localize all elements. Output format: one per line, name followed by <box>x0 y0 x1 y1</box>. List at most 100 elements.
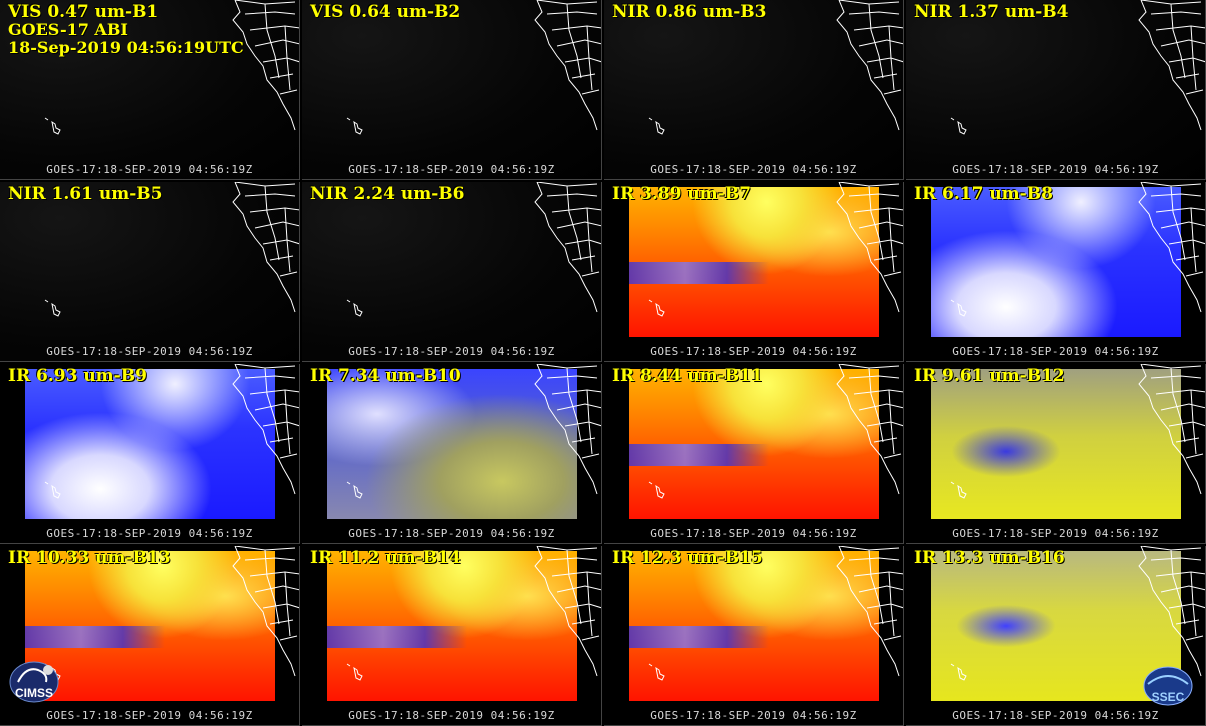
coastline-overlay <box>836 364 903 495</box>
satellite-image <box>0 0 299 179</box>
hawaii-overlay <box>648 117 665 135</box>
hawaii-overlay <box>950 117 967 135</box>
hawaii-islands <box>648 117 665 135</box>
state-borders <box>232 364 299 495</box>
satellite-image <box>931 187 1181 337</box>
band-panel: NIR 2.24 um-B6 GOES-17:18-SEP-2019 04:56:… <box>302 182 602 362</box>
hawaii-islands <box>44 481 61 499</box>
state-borders <box>1138 364 1205 495</box>
band-panel: IR 8.44 um-B11 GOES-17:18-SEP-2019 04:56:… <box>604 364 904 544</box>
hawaii-islands <box>950 663 967 681</box>
ssec-logo: SSEC <box>1142 664 1194 708</box>
satellite-image <box>327 551 577 701</box>
panel-title: IR 13.3 um-B16 <box>914 548 1065 568</box>
hawaii-overlay <box>44 299 61 317</box>
panel-title: IR 10.33 um-B13 <box>8 548 171 568</box>
state-borders <box>534 546 601 677</box>
panel-footer: GOES-17:18-SEP-2019 04:56:19Z <box>952 345 1159 358</box>
state-borders <box>232 182 299 313</box>
coastline-overlay <box>1138 0 1205 131</box>
cloud-band <box>629 626 769 648</box>
panel-footer: GOES-17:18-SEP-2019 04:56:19Z <box>46 527 253 540</box>
panel-footer: GOES-17:18-SEP-2019 04:56:19Z <box>650 527 857 540</box>
satellite-image <box>25 551 275 701</box>
panel-footer: GOES-17:18-SEP-2019 04:56:19Z <box>46 163 253 176</box>
satellite-image <box>302 182 601 361</box>
coastline-overlay <box>836 0 903 131</box>
band-panel: IR 7.34 um-B10 GOES-17:18-SEP-2019 04:56:… <box>302 364 602 544</box>
hawaii-overlay <box>648 481 665 499</box>
panel-footer: GOES-17:18-SEP-2019 04:56:19Z <box>952 163 1159 176</box>
band-panel: IR 12.3 um-B15 GOES-17:18-SEP-2019 04:56:… <box>604 546 904 726</box>
panel-footer: GOES-17:18-SEP-2019 04:56:19Z <box>46 345 253 358</box>
panel-title: NIR 1.61 um-B5 <box>8 184 163 204</box>
state-borders <box>1138 546 1205 677</box>
hawaii-islands <box>44 117 61 135</box>
panel-footer: GOES-17:18-SEP-2019 04:56:19Z <box>46 709 253 722</box>
hawaii-islands <box>346 299 363 317</box>
state-borders <box>232 546 299 677</box>
panel-footer: GOES-17:18-SEP-2019 04:56:19Z <box>952 527 1159 540</box>
panel-title: VIS 0.64 um-B2 <box>310 2 461 22</box>
satellite-image <box>327 369 577 519</box>
coastline-overlay <box>1138 182 1205 313</box>
coastline-overlay <box>232 364 299 495</box>
hawaii-overlay <box>950 663 967 681</box>
state-borders <box>534 364 601 495</box>
panel-title: IR 12.3 um-B15 <box>612 548 763 568</box>
panel-title: IR 6.17 um-B8 <box>914 184 1053 204</box>
panel-title: IR 3.89 um-B7 <box>612 184 751 204</box>
cimss-logo-graphic <box>9 661 59 703</box>
band-panel: IR 6.17 um-B8 GOES-17:18-SEP-2019 04:56:1… <box>906 182 1206 362</box>
panel-footer: GOES-17:18-SEP-2019 04:56:19Z <box>650 163 857 176</box>
satellite-image <box>629 551 879 701</box>
timestamp: 18-Sep-2019 04:56:19UTC <box>8 38 244 57</box>
satellite-image <box>604 0 903 179</box>
state-borders <box>1138 182 1205 313</box>
panel-footer: GOES-17:18-SEP-2019 04:56:19Z <box>348 709 555 722</box>
panel-title: IR 6.93 um-B9 <box>8 366 147 386</box>
panel-title: IR 7.34 um-B10 <box>310 366 461 386</box>
ssec-logo-graphic <box>1143 666 1193 706</box>
coastline-overlay <box>534 182 601 313</box>
hawaii-islands <box>950 299 967 317</box>
state-borders <box>836 546 903 677</box>
panel-footer: GOES-17:18-SEP-2019 04:56:19Z <box>650 345 857 358</box>
band-panel: VIS 0.47 um-B1 GOES-17 ABI 18-Sep-2019 04:… <box>0 0 300 180</box>
state-borders <box>836 0 903 131</box>
panel-footer: GOES-17:18-SEP-2019 04:56:19Z <box>348 163 555 176</box>
panel-title: IR 9.61 um-B12 <box>914 366 1065 386</box>
hawaii-overlay <box>648 299 665 317</box>
panel-title: IR 8.44 um-B11 <box>612 366 763 386</box>
band-panel: VIS 0.64 um-B2 GOES-17:18-SEP-2019 04:56:… <box>302 0 602 180</box>
satellite-image <box>302 0 601 179</box>
hawaii-overlay <box>346 481 363 499</box>
panel-footer: GOES-17:18-SEP-2019 04:56:19Z <box>952 709 1159 722</box>
hawaii-islands <box>648 481 665 499</box>
panel-title: IR 11.2 um-B14 <box>310 548 461 568</box>
band-panel: IR 9.61 um-B12 GOES-17:18-SEP-2019 04:56:… <box>906 364 1206 544</box>
coastline-overlay <box>232 546 299 677</box>
band-panel: NIR 0.86 um-B3 GOES-17:18-SEP-2019 04:56:… <box>604 0 904 180</box>
hawaii-islands <box>950 117 967 135</box>
hawaii-overlay <box>950 299 967 317</box>
coastline-overlay <box>232 0 299 131</box>
band-panel: IR 3.89 um-B7 GOES-17:18-SEP-2019 04:56:1… <box>604 182 904 362</box>
coastline-overlay <box>1138 364 1205 495</box>
hawaii-overlay <box>346 663 363 681</box>
coastline-overlay <box>1138 546 1205 677</box>
hawaii-islands <box>346 481 363 499</box>
satellite-image <box>906 0 1205 179</box>
state-borders <box>836 182 903 313</box>
coastline-overlay <box>534 546 601 677</box>
panel-title: NIR 2.24 um-B6 <box>310 184 465 204</box>
state-borders <box>232 0 299 131</box>
panel-title: VIS 0.47 um-B1 <box>8 2 159 22</box>
coastline-overlay <box>836 182 903 313</box>
band-panel: IR 11.2 um-B14 GOES-17:18-SEP-2019 04:56:… <box>302 546 602 726</box>
cloud-band <box>25 626 165 648</box>
state-borders <box>534 182 601 313</box>
panel-title: NIR 1.37 um-B4 <box>914 2 1069 22</box>
state-borders <box>534 0 601 131</box>
